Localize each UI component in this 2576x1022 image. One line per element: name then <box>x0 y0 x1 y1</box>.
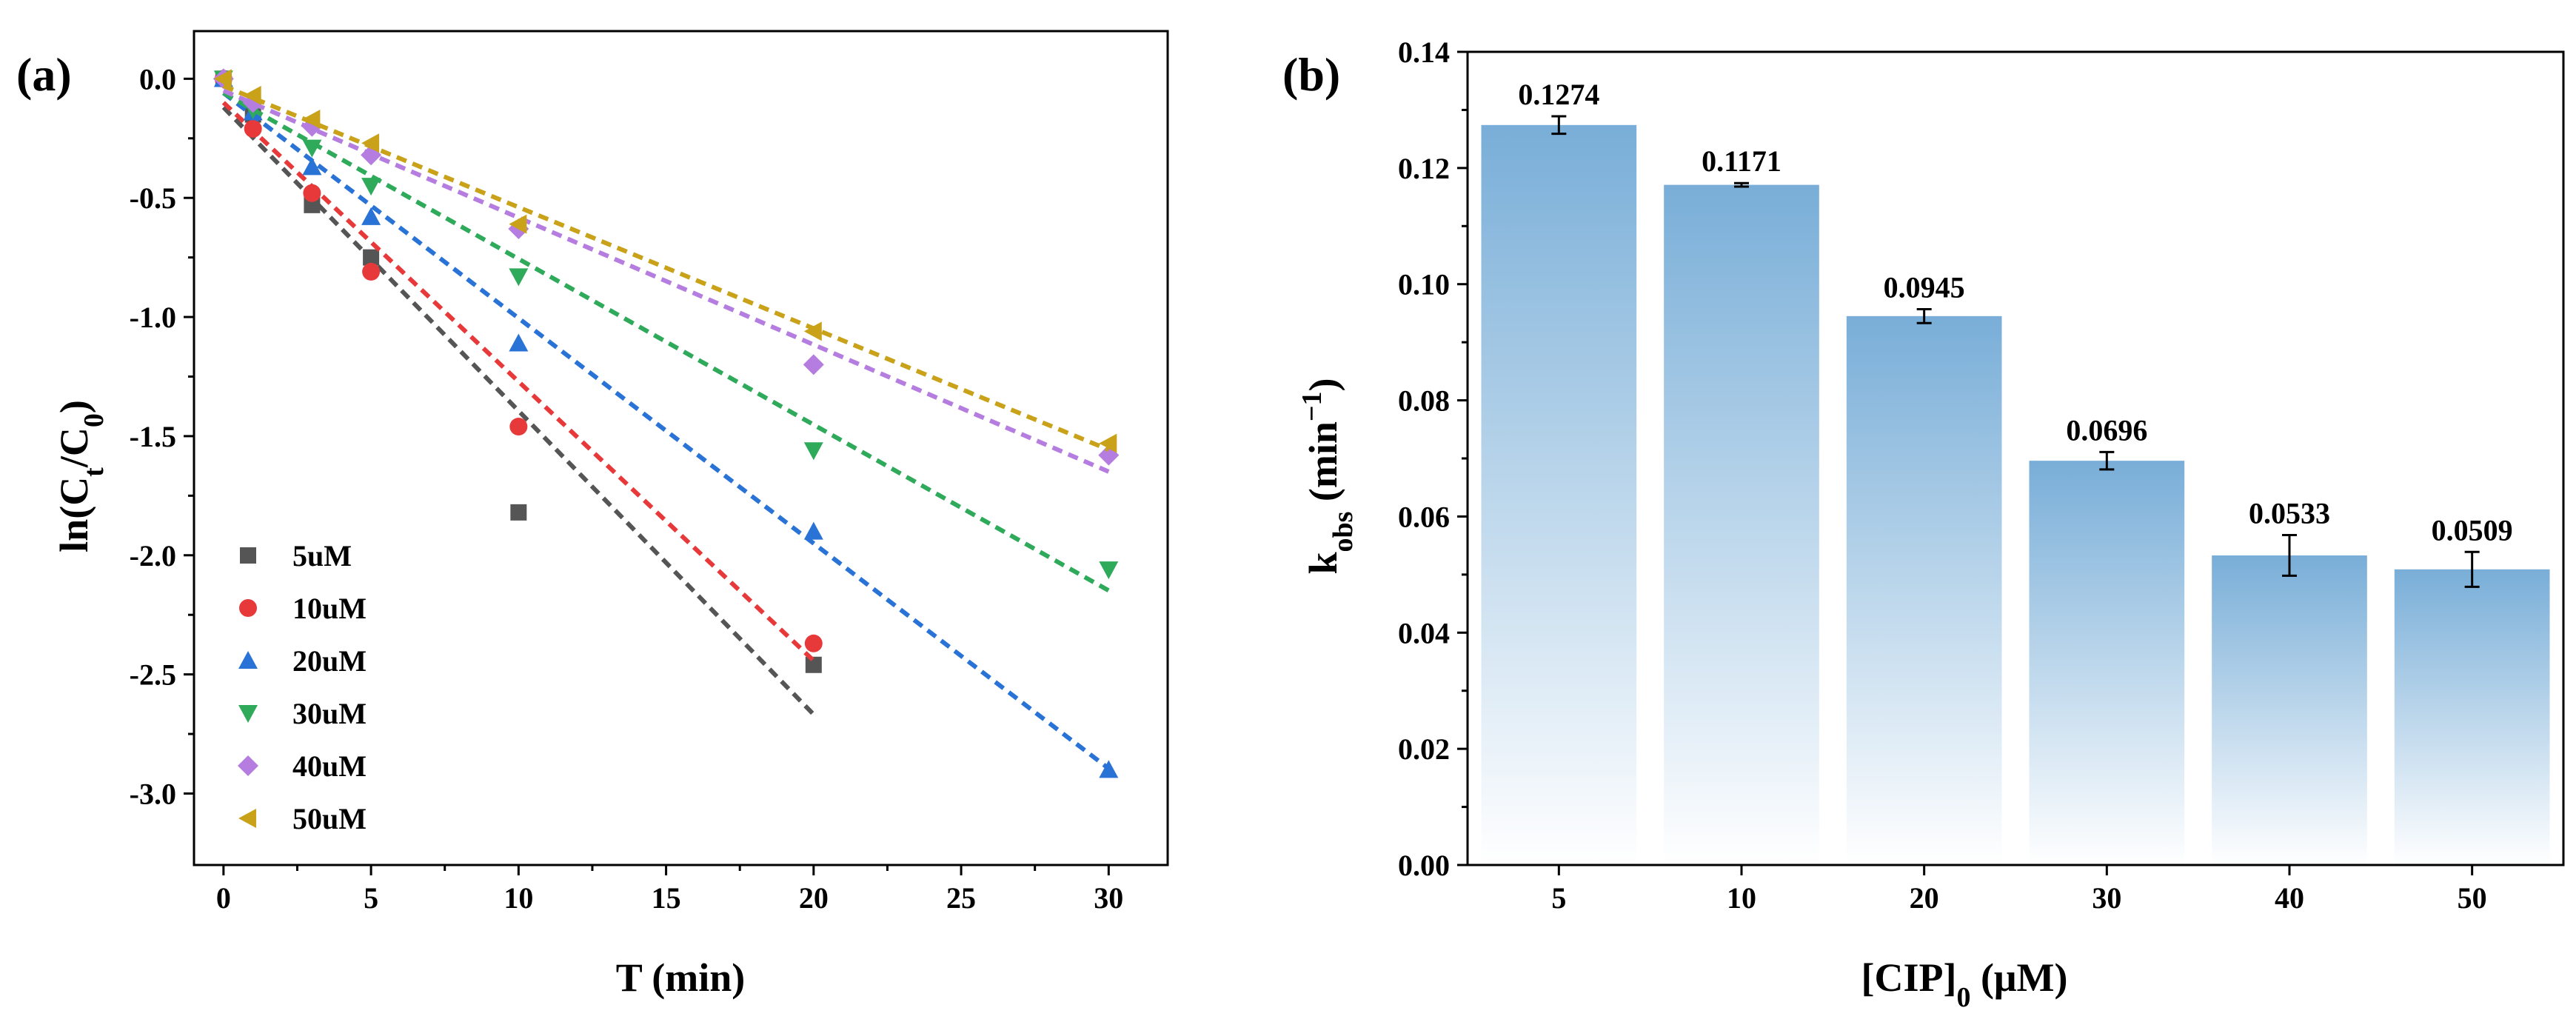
panel-a-xlabel: T (min) <box>616 955 746 1000</box>
fit-line-5uM <box>221 105 815 716</box>
fit-line-20uM <box>222 91 1111 771</box>
panel-a-x-tick-label: 10 <box>504 881 533 915</box>
bar-value-label: 0.0696 <box>2066 413 2147 447</box>
panel-a-y-tick-label: -1.5 <box>130 420 176 453</box>
data-point-50uM <box>302 110 321 130</box>
panel-a-x-tick-label: 20 <box>799 881 829 915</box>
data-point-20uM <box>803 521 823 540</box>
data-point-5uM <box>805 656 822 673</box>
data-point-30uM <box>302 139 322 158</box>
panel-b-label: (b) <box>1282 48 1340 101</box>
panel-a-y-tick-label: 0.0 <box>139 62 176 96</box>
bar-value-label: 0.1274 <box>1518 78 1599 111</box>
panel-a-x-tick-label: 0 <box>216 881 231 915</box>
data-point-30uM <box>361 178 381 196</box>
bar-value-label: 0.0533 <box>2249 497 2330 530</box>
panel-a-plot-area: 0 5 10 15 20 25 30 0.0 -0.5 -1.0 -1.5 -2.0 -2.5 -3.0 5… <box>130 30 1169 915</box>
data-point-50uM <box>361 133 380 153</box>
panel-b-plot-area: 0.1274 5 0.1171 10 0.0945 20 0.0696 30 0.0533 40 0… <box>1398 36 2565 915</box>
legend-marker-30uM <box>238 705 258 723</box>
legend-marker-10uM <box>239 599 257 617</box>
panel-b-ylabel: kobs (min−1) <box>1297 378 1359 574</box>
data-point-50uM <box>1099 433 1117 453</box>
panel-b-x-tick-label: 50 <box>2458 881 2487 915</box>
data-point-30uM <box>509 268 529 287</box>
legend-label-20uM: 20uM <box>292 644 367 678</box>
panel-a-y-tick-label: -3.0 <box>130 777 176 810</box>
panel-b-y-tick-label: 0.02 <box>1398 732 1450 766</box>
fit-line-30uM <box>222 91 1110 593</box>
legend-marker-5uM <box>240 547 256 564</box>
bar-value-label: 0.0509 <box>2432 513 2513 547</box>
bar-value-label: 0.1171 <box>1702 144 1782 178</box>
data-point-10uM <box>804 634 823 652</box>
bar-30 <box>2029 461 2185 865</box>
panel-b-chart: (b) 0.1274 5 0.1171 10 0.0945 20 0.0696 30 0.053… <box>1282 36 2565 1013</box>
panel-a-axes-frame <box>193 30 1169 866</box>
legend-marker-50uM <box>238 809 256 828</box>
data-point-20uM <box>302 157 322 176</box>
panel-a-y-tick-label: -0.5 <box>130 181 176 215</box>
data-point-10uM <box>509 418 528 436</box>
panel-a-y-tick-label: -2.0 <box>130 539 176 572</box>
data-point-50uM <box>803 321 822 341</box>
panel-b-x-tick-label: 40 <box>2275 881 2304 915</box>
legend-label-10uM: 10uM <box>292 592 367 625</box>
panel-b-y-tick-label: 0.00 <box>1398 849 1450 882</box>
data-point-5uM <box>363 249 380 266</box>
data-point-10uM <box>362 262 381 281</box>
legend-marker-40uM <box>238 755 258 776</box>
bar-10 <box>1664 184 1819 865</box>
panel-a-y-tick-label: -1.0 <box>130 301 176 334</box>
bar-5 <box>1481 124 1637 865</box>
panel-b-x-tick-label: 5 <box>1551 881 1566 915</box>
panel-a-x-tick-label: 25 <box>946 881 976 915</box>
bar-40 <box>2212 555 2367 865</box>
data-point-10uM <box>244 119 262 138</box>
panel-b-y-tick-label: 0.04 <box>1398 616 1450 649</box>
panel-b-x-tick-label: 20 <box>1910 881 1939 915</box>
data-point-20uM <box>509 333 529 352</box>
data-point-40uM <box>803 354 824 375</box>
data-point-5uM <box>510 504 527 521</box>
panel-b-x-tick-label: 30 <box>2092 881 2121 915</box>
legend-marker-20uM <box>238 651 258 669</box>
legend-label-30uM: 30uM <box>292 697 367 730</box>
panel-b-xlabel: [CIP]0 (μM) <box>1861 955 2067 1013</box>
panel-a-y-tick-label: -2.5 <box>130 658 176 692</box>
panel-b-y-tick-label: 0.06 <box>1398 500 1450 533</box>
panel-b-x-tick-label: 10 <box>1727 881 1756 915</box>
panel-b-y-tick-label: 0.14 <box>1398 36 1450 69</box>
legend-label-40uM: 40uM <box>292 749 367 783</box>
data-point-10uM <box>303 184 321 202</box>
data-point-30uM <box>1099 561 1119 580</box>
bar-50 <box>2394 569 2550 865</box>
panel-b-y-tick-label: 0.08 <box>1398 384 1450 418</box>
data-point-50uM <box>243 85 261 105</box>
panel-a-label: (a) <box>16 48 72 101</box>
bar-20 <box>1846 315 2002 866</box>
panel-a-chart: (a) 0 5 10 15 20 25 30 0.0 -0.5 -1.0 -1.5 -2.0 -2.5 -… <box>16 30 1169 1000</box>
panel-b-y-tick-label: 0.10 <box>1398 268 1450 301</box>
legend-label-50uM: 50uM <box>292 802 367 835</box>
data-point-20uM <box>361 207 381 225</box>
data-point-50uM <box>213 69 232 89</box>
panel-a-x-tick-label: 30 <box>1094 881 1123 915</box>
panel-b-axes-frame <box>1466 50 2565 866</box>
fit-line-50uM <box>222 84 1110 452</box>
panel-a-x-tick-label: 15 <box>652 881 681 915</box>
panel-a-ylabel: ln(Ct/C0) <box>52 400 110 552</box>
panel-a-x-tick-label: 5 <box>364 881 378 915</box>
fit-line-40uM <box>222 88 1110 474</box>
legend-label-5uM: 5uM <box>292 539 352 572</box>
panel-b-y-tick-label: 0.12 <box>1398 152 1450 185</box>
data-point-20uM <box>1099 760 1119 778</box>
data-point-50uM <box>509 214 527 234</box>
bar-value-label: 0.0945 <box>1884 270 1965 304</box>
data-point-30uM <box>803 442 823 461</box>
